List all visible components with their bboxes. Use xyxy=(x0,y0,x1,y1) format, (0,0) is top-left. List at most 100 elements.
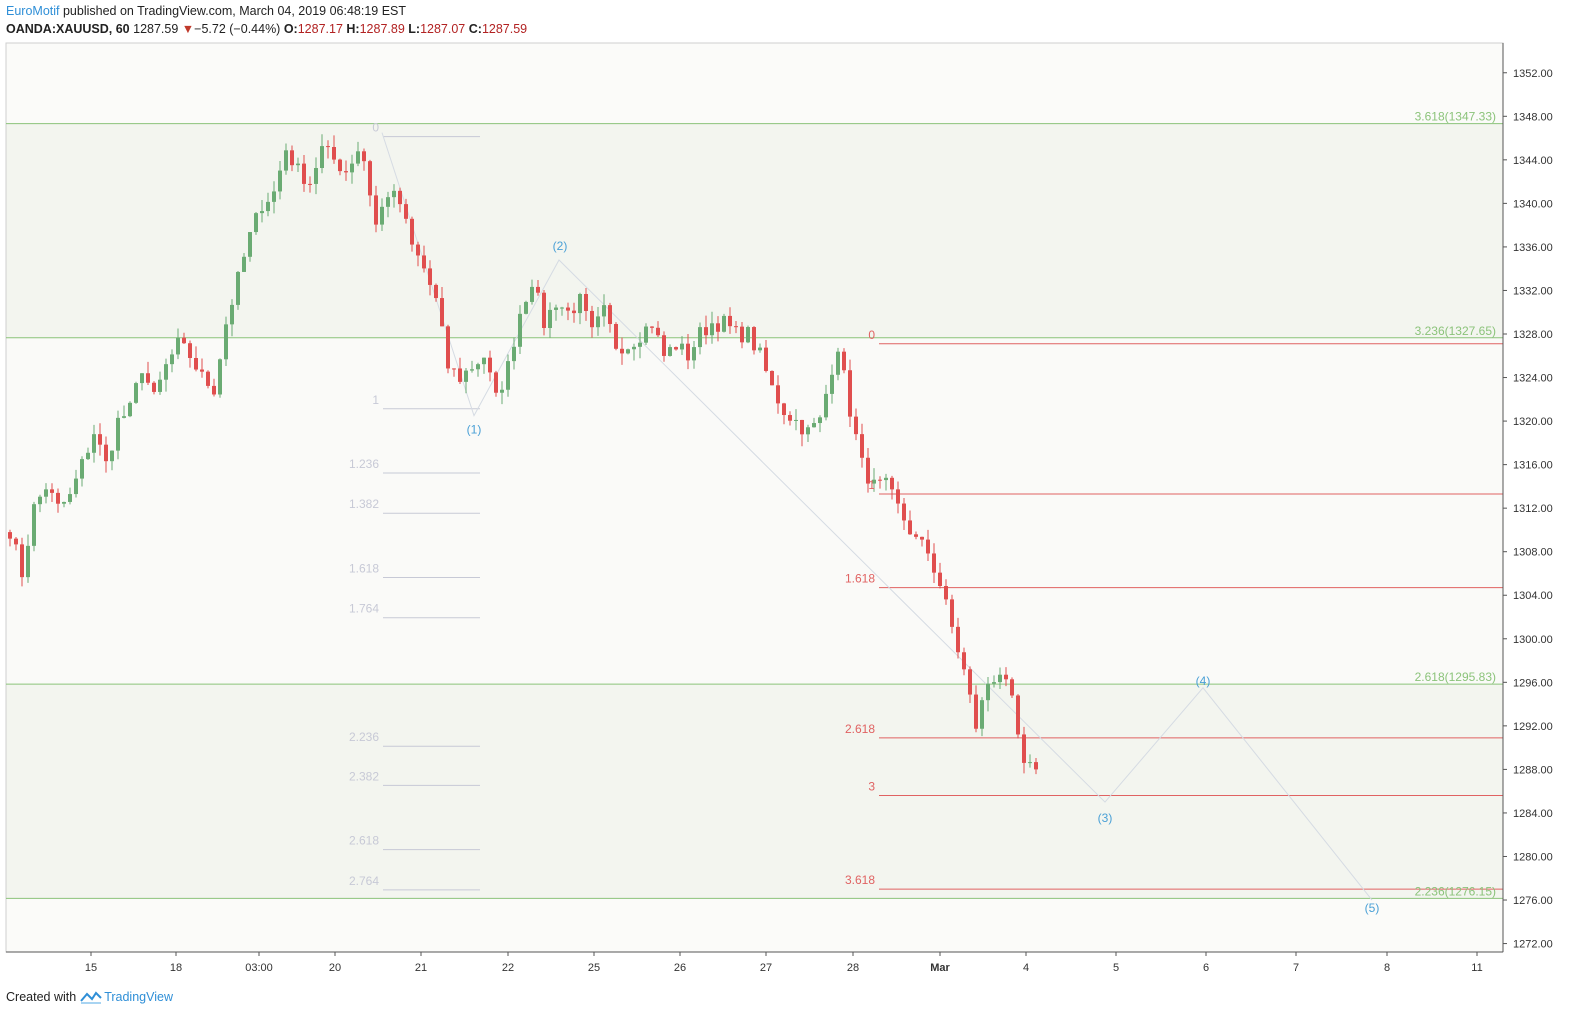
time-axis: 15 18 03:00 20 21 22 25 26 27 28 Mar 4 5 6 7 8 11 xyxy=(6,951,1503,974)
candle-body xyxy=(1034,762,1038,770)
tradingview-link[interactable]: TradingView xyxy=(104,990,173,1004)
candle-body xyxy=(1028,762,1032,764)
zone-bottom xyxy=(6,898,1503,952)
candle xyxy=(38,494,42,513)
candle xyxy=(746,325,750,344)
candle-body xyxy=(584,293,588,311)
candle xyxy=(506,354,510,397)
candle-body xyxy=(878,479,882,481)
candle xyxy=(1028,754,1032,768)
candle-body xyxy=(392,190,396,198)
price-chart[interactable]: 3.618(1347.33) 3.236(1327.65) 2.618(1295.8… xyxy=(0,0,1571,990)
candle-body xyxy=(254,213,258,233)
candle xyxy=(188,340,192,368)
candle-body xyxy=(74,478,78,495)
candle xyxy=(374,185,378,233)
candle-body xyxy=(764,347,768,371)
price-tick-label: 1340.00 xyxy=(1513,198,1553,210)
candle xyxy=(800,419,804,447)
candle xyxy=(488,350,492,382)
wave-projection-line xyxy=(381,132,1373,901)
candle xyxy=(416,241,420,267)
candle xyxy=(476,362,480,377)
candle-body xyxy=(644,326,648,343)
candle-body xyxy=(470,369,474,371)
last-price: 1287.59 xyxy=(133,22,179,36)
red-fib-label: 3 xyxy=(868,780,875,794)
candle xyxy=(938,562,942,589)
candle xyxy=(848,359,852,428)
candle-body xyxy=(194,357,198,370)
candle xyxy=(632,343,636,361)
candle-body xyxy=(308,183,312,185)
candle-body xyxy=(980,700,984,729)
candle xyxy=(362,148,366,171)
candle-body xyxy=(212,385,216,395)
candle xyxy=(776,375,780,414)
candle xyxy=(836,347,840,381)
candle-body xyxy=(704,327,708,336)
candle xyxy=(980,697,984,737)
annotation-layer xyxy=(6,123,1503,901)
candle xyxy=(914,531,918,540)
candle xyxy=(266,192,270,217)
candle-body xyxy=(158,379,162,392)
candle-body xyxy=(602,305,606,317)
candle-body xyxy=(440,298,444,327)
candle xyxy=(866,448,870,493)
candle xyxy=(320,134,324,174)
candle xyxy=(890,475,894,500)
candle xyxy=(290,145,294,172)
candle xyxy=(14,537,18,551)
candle xyxy=(26,534,30,583)
candle-body xyxy=(14,538,18,545)
price-tick-label: 1320.00 xyxy=(1513,416,1553,428)
candle-body xyxy=(50,489,54,493)
candle-body xyxy=(1016,695,1020,735)
candle xyxy=(674,346,678,351)
candle-body xyxy=(572,310,576,314)
author-link[interactable]: EuroMotif xyxy=(6,4,60,18)
zone-2 xyxy=(6,337,1503,685)
candle xyxy=(728,307,732,334)
candle-body xyxy=(56,492,60,504)
candle-body xyxy=(542,292,546,328)
time-tick-label: 4 xyxy=(1023,962,1029,974)
candle xyxy=(824,384,828,421)
candle-body xyxy=(350,163,354,173)
candle xyxy=(422,245,426,273)
candle xyxy=(206,370,210,389)
candle-body xyxy=(266,201,270,212)
down-arrow-icon: ▼ xyxy=(181,22,195,36)
candle-body xyxy=(344,171,348,173)
candle-body xyxy=(830,374,834,394)
candle xyxy=(962,647,966,676)
candle-body xyxy=(104,444,108,462)
time-tick-label: 11 xyxy=(1471,962,1482,974)
candle xyxy=(656,321,660,337)
candle xyxy=(20,537,24,587)
candle-body xyxy=(332,147,336,160)
candle-body xyxy=(674,347,678,350)
low-value: 1287.07 xyxy=(420,22,466,36)
candle-body xyxy=(902,503,906,521)
candle xyxy=(968,666,972,703)
candle xyxy=(86,447,90,461)
candle xyxy=(602,294,606,327)
candle xyxy=(140,373,144,391)
grey-fib-label: 1.382 xyxy=(349,497,379,511)
candle-body xyxy=(554,307,558,310)
candle-body xyxy=(506,361,510,390)
candle xyxy=(428,260,432,296)
candle-body xyxy=(452,368,456,370)
candle xyxy=(248,231,252,262)
candle-body xyxy=(944,586,948,600)
candle xyxy=(608,302,612,333)
candle xyxy=(338,158,342,176)
candle-body xyxy=(62,501,66,504)
price-tick-label: 1300.00 xyxy=(1513,634,1553,646)
candle-body xyxy=(872,479,876,484)
candle xyxy=(926,529,930,561)
candle-body xyxy=(272,191,276,202)
candle xyxy=(230,299,234,337)
